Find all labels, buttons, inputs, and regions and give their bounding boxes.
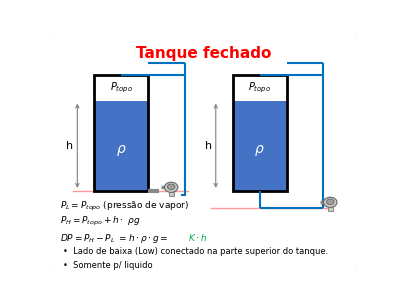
Text: $DP = P_H - P_L\ = h \cdot \rho \cdot g = $: $DP = P_H - P_L\ = h \cdot \rho \cdot g … bbox=[60, 232, 169, 245]
Bar bbox=[233, 75, 287, 191]
Text: $K \cdot h$: $K \cdot h$ bbox=[188, 232, 208, 243]
Text: •  Lado de baixa (Low) conectado na parte superior do tanque.: • Lado de baixa (Low) conectado na parte… bbox=[64, 248, 329, 256]
Text: $\rho$: $\rho$ bbox=[116, 143, 127, 158]
Text: $P_H = P_{topo} + h \cdot\ \rho g$: $P_H = P_{topo} + h \cdot\ \rho g$ bbox=[60, 215, 141, 228]
Bar bbox=[94, 101, 148, 191]
Bar bbox=[233, 101, 287, 191]
Circle shape bbox=[164, 182, 178, 192]
Text: h: h bbox=[204, 141, 212, 151]
Text: $P_{topo}$: $P_{topo}$ bbox=[248, 81, 271, 95]
Circle shape bbox=[326, 199, 334, 205]
FancyBboxPatch shape bbox=[48, 35, 359, 268]
Text: Tanque fechado: Tanque fechado bbox=[136, 46, 271, 62]
Circle shape bbox=[324, 197, 337, 207]
Bar bbox=[94, 75, 148, 191]
Text: $P_L = P_{topo}$ (pressão de vapor): $P_L = P_{topo}$ (pressão de vapor) bbox=[60, 200, 190, 213]
Text: •  Somente p/ liquido: • Somente p/ liquido bbox=[64, 261, 153, 270]
Text: h: h bbox=[66, 141, 73, 151]
Circle shape bbox=[168, 184, 175, 190]
Bar bbox=[233, 75, 287, 191]
Text: $\rho$: $\rho$ bbox=[254, 143, 265, 158]
Bar bbox=[94, 75, 148, 191]
Bar bbox=[328, 207, 333, 211]
Bar bbox=[169, 192, 173, 196]
Text: $P_{topo}$: $P_{topo}$ bbox=[110, 81, 133, 95]
